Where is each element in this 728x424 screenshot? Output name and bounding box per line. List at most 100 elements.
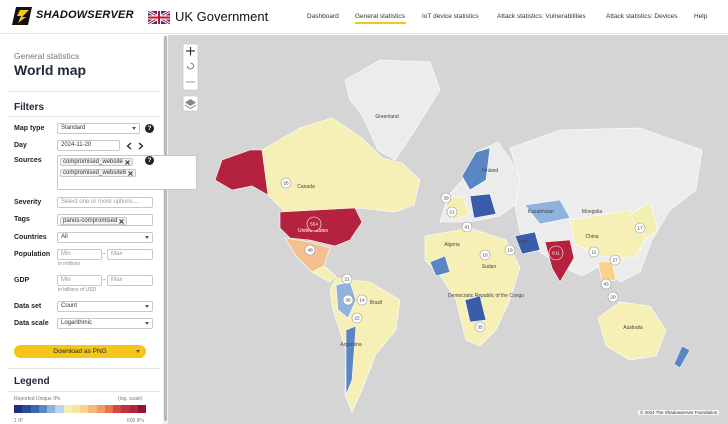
tag-remove[interactable] (124, 159, 130, 165)
tag-chip[interactable]: compromised_website6 (60, 168, 137, 177)
marker-count: 21 (344, 277, 350, 283)
legend-swatch (137, 405, 147, 413)
marker-bubble[interactable] (461, 221, 473, 233)
marker-bubble[interactable] (600, 278, 612, 290)
nav-active-underline (355, 22, 406, 24)
marker-count: 19 (507, 248, 513, 254)
zoom-panel (182, 43, 199, 91)
text-box[interactable]: Select one or more options... (57, 197, 153, 208)
tag-chip[interactable]: panos-compromised (60, 216, 128, 225)
marker-bubble[interactable] (351, 312, 363, 324)
legend-swatch (96, 405, 106, 413)
legend-bar (14, 405, 147, 413)
tag-box[interactable]: panos-compromised (57, 214, 153, 226)
logo-text[interactable]: SHADOWSERVER (36, 9, 134, 21)
marker-bubble[interactable] (304, 244, 316, 256)
field-label: Countries (14, 234, 47, 241)
field-label: Tags (14, 216, 30, 223)
tag-text: compromised_website6 (63, 169, 127, 176)
legend-caption: Reported Unique IPs (14, 396, 61, 402)
marker-bubble[interactable] (588, 246, 600, 258)
legend-swatch (30, 405, 40, 413)
marker-bubble[interactable] (440, 192, 452, 204)
marker-bubble[interactable] (342, 294, 354, 306)
marker-bubble[interactable] (341, 273, 353, 285)
marker-count: 611 (552, 251, 560, 257)
nav-link[interactable]: Attack statistics: Vulnerabilities (497, 13, 586, 20)
tag-text: panos-compromised (63, 217, 118, 224)
marker-bubble[interactable] (607, 291, 619, 303)
legend-swatch (14, 405, 23, 413)
range-separator: - (103, 277, 106, 284)
legend-heading: Legend (14, 376, 50, 387)
min-box[interactable]: Min (57, 249, 102, 260)
tag-remove-stroke (124, 159, 130, 165)
country-label: Brazil (370, 300, 383, 306)
marker-count: 22 (354, 316, 360, 322)
select-box[interactable]: All (57, 232, 153, 243)
tag-remove-stroke (119, 218, 125, 224)
divider (8, 91, 160, 92)
filters-heading: Filters (14, 102, 45, 113)
help-icon[interactable]: ? (145, 156, 154, 165)
tag-box[interactable]: compromised_website compromised_website6 (57, 155, 197, 190)
marker-count: 26 (283, 181, 289, 187)
section-label: General statistics (14, 51, 80, 61)
tag-chip[interactable]: compromised_website (60, 157, 133, 166)
marker-count: 11 (592, 250, 597, 256)
country-label: Greenland (375, 114, 399, 120)
marker-bubble[interactable] (356, 294, 368, 306)
marker-bubble[interactable] (306, 216, 322, 232)
tag-remove[interactable] (128, 170, 133, 176)
field-label: Data set (14, 303, 42, 310)
marker-bubble[interactable] (634, 222, 646, 234)
dropdown-caret (132, 127, 136, 130)
nav-link[interactable]: Help (694, 13, 708, 20)
nav-link[interactable]: General statistics (355, 13, 405, 20)
nav-link[interactable]: IoT device statistics (422, 13, 479, 20)
marker-count: 48 (307, 248, 313, 254)
select-box[interactable]: Logarithmic (57, 318, 153, 329)
max-box[interactable]: Max (107, 275, 153, 286)
select-box[interactable]: Count (57, 301, 153, 312)
marker-bubble[interactable] (446, 206, 458, 218)
country-label: China (585, 234, 598, 240)
download-button[interactable]: Download as PNG (14, 345, 146, 358)
next-day[interactable] (138, 142, 144, 150)
marker-bubble[interactable] (280, 177, 292, 189)
tag-remove[interactable] (119, 218, 125, 224)
logo-icon (12, 7, 32, 25)
country-label: Kazakhstan (528, 209, 554, 215)
marker-count: 20 (610, 295, 616, 301)
marker-count: 554 (310, 222, 318, 228)
prev-day[interactable] (126, 142, 132, 150)
zoom-controls (182, 43, 199, 112)
marker-bubble[interactable] (504, 244, 516, 256)
country-label: Australia (623, 325, 643, 331)
select-box[interactable]: Standard (57, 123, 140, 134)
nav-link[interactable]: Dashboard (307, 13, 339, 20)
marker-bubble[interactable] (548, 245, 564, 261)
field-label: Population (14, 251, 51, 258)
legend-swatch (55, 405, 64, 413)
text-box[interactable]: 2024-11-20 (57, 140, 120, 151)
max-box[interactable]: Max (107, 249, 153, 260)
reset-view[interactable] (187, 62, 194, 70)
min-box[interactable]: Min (57, 275, 102, 286)
help-icon[interactable]: ? (145, 124, 154, 133)
partner-name: UK Government (175, 9, 269, 24)
nav-link[interactable]: Attack statistics: Devices (606, 13, 678, 20)
scrollbar-thumb[interactable] (164, 36, 167, 421)
marker-bubble[interactable] (479, 249, 491, 261)
country-label: Sudan (482, 264, 497, 270)
marker-count: 10 (482, 253, 488, 259)
country-label: Iran (519, 239, 528, 245)
dropdown-caret (145, 322, 149, 325)
country-label: Finland (482, 168, 499, 174)
dropdown-caret (145, 305, 149, 308)
marker-bubble[interactable] (609, 254, 621, 266)
marker-count: 17 (637, 226, 643, 232)
marker-bubble[interactable] (474, 321, 486, 333)
